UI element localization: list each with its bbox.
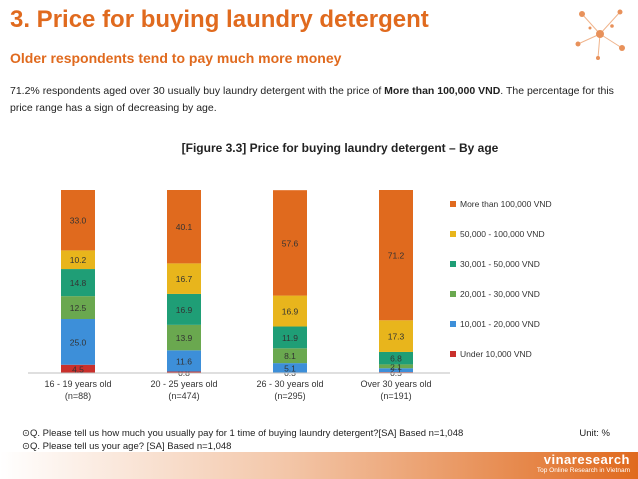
bar-value-label: 17.3 [388,332,405,342]
bar-value-label: 16.9 [176,305,193,315]
legend-label: 50,000 - 100,000 VND [460,229,545,239]
bar-value-label: 6.8 [390,354,402,364]
bar-segment [61,190,95,251]
bar-segment [167,324,201,351]
bar-segment [61,364,95,373]
bar-segment [61,269,95,297]
bar-value-label: 2.1 [390,362,402,372]
legend-swatch [450,351,456,357]
vinaresearch-logo: vinaresearch Top Online Research in Viet… [490,452,630,474]
bar-segment [167,371,201,373]
bar-value-label: 40.1 [176,222,193,232]
x-tick-label: (n=191) [380,391,411,401]
bar-value-label: 2.1 [390,366,402,376]
bar-value-label: 4.5 [72,364,84,374]
bar-value-label: 25.0 [70,337,87,347]
bar-segment [167,263,201,294]
bar-value-label: 33.0 [70,216,87,226]
bar-segment [379,320,413,352]
bar-value-label: 5.1 [284,363,296,373]
bar-segment [167,350,201,372]
legend-label: 30,001 - 50,000 VND [460,259,540,269]
bar-value-label: 16.9 [282,307,299,317]
logo-name: vinaresearch [543,452,630,467]
bar-segment [273,326,307,349]
legend-swatch [450,321,456,327]
x-tick-label: (n=295) [274,391,305,401]
legend-label: More than 100,000 VND [460,199,552,209]
bar-segment [379,364,413,369]
bar-segment [273,348,307,364]
description: 71.2% respondents aged over 30 usually b… [10,83,622,117]
x-tick-label: 26 - 30 years old [256,379,323,389]
bar-segment [167,190,201,264]
legend-label: 20,001 - 30,000 VND [460,289,540,299]
bar-value-label: 11.6 [176,356,192,366]
bar-segment [61,296,95,320]
legend-label: 10,001 - 20,000 VND [460,319,540,329]
page-title: 3. Price for buying laundry detergent [10,6,429,33]
bar-segment [273,190,307,296]
bar-segment [273,363,307,373]
logo-tagline: Top Online Research in Vietnam [536,467,630,474]
bar-value-label: 10.2 [70,255,87,265]
bar-value-label: 71.2 [388,251,405,261]
bar-segment [379,368,413,373]
figure-title: [Figure 3.3] Price for buying laundry de… [181,141,499,155]
x-tick-label: (n=474) [168,391,199,401]
stacked-bar-chart: 4.525.012.514.810.233.00.811.613.916.916… [28,190,552,401]
bar-segment [167,293,201,325]
x-tick-label: 16 - 19 years old [44,379,111,389]
bar-segment [379,190,413,321]
bar-segment [379,351,413,365]
logo-dots-icon [575,9,625,60]
bar-segment [61,319,95,365]
footnote-question-1: ⊙Q. Please tell us how much you usually … [22,428,464,439]
bar-value-label: 16.7 [176,274,193,284]
footer-bar [0,452,638,479]
description-highlight: More than 100,000 VND [384,85,501,97]
bar-value-label: 8.1 [284,351,296,361]
description-suffix: . The percentage for this price range ha… [10,85,614,114]
bar-value-label: 57.6 [282,238,299,248]
description-prefix: 71.2% respondents aged over 30 usually b… [10,85,385,97]
bar-value-label: 14.8 [70,278,87,288]
unit-label: Unit: % [579,428,610,439]
bar-value-label: 11.9 [282,333,298,343]
bar-segment [61,250,95,270]
bar-value-label: 12.5 [70,303,87,313]
legend-swatch [450,201,456,207]
x-tick-label: (n=88) [65,391,91,401]
bar-value-label: 13.9 [176,333,193,343]
x-tick-label: 20 - 25 years old [150,379,217,389]
page-subtitle: Older respondents tend to pay much more … [10,50,342,66]
legend-swatch [450,231,456,237]
bar-segment [273,295,307,327]
legend-label: Under 10,000 VND [460,349,532,359]
x-tick-label: Over 30 years old [360,379,431,389]
legend-swatch [450,261,456,267]
footnote-question-2: ⊙Q. Please tell us your age? [SA] Based … [22,441,232,452]
legend-swatch [450,291,456,297]
